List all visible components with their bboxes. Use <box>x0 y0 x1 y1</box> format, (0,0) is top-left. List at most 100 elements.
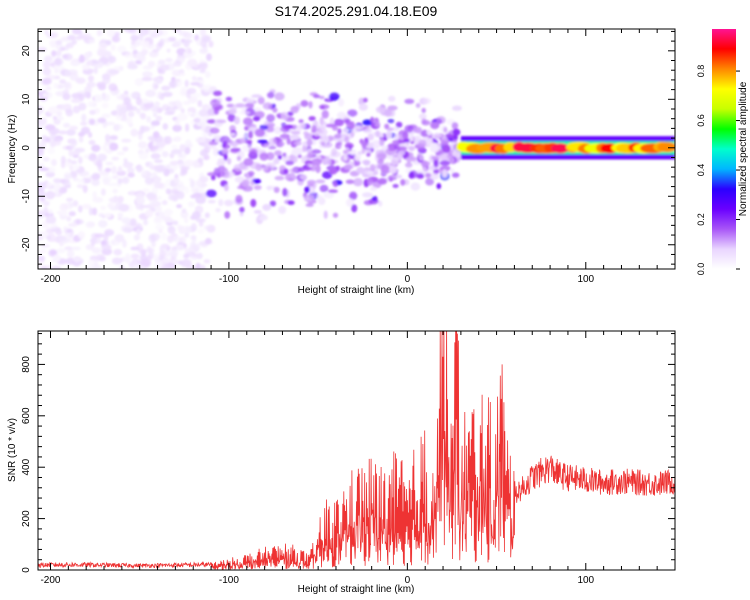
heatmap-blob <box>439 160 451 166</box>
heatmap-blob <box>451 122 459 130</box>
heatmap-blob <box>56 49 62 57</box>
heatmap-blob <box>268 137 277 146</box>
band-peak <box>657 142 675 153</box>
heatmap-blob <box>125 104 134 111</box>
heatmap-blob <box>136 164 143 173</box>
heatmap-blob <box>164 208 173 216</box>
heatmap-blob <box>328 92 340 101</box>
heatmap-blob <box>424 172 432 178</box>
heatmap-blob <box>218 199 224 207</box>
heatmap-blob <box>177 191 185 200</box>
heatmap-blob <box>113 124 120 132</box>
heatmap-blob <box>257 139 268 144</box>
heatmap-blob <box>196 252 203 260</box>
heatmap-blob <box>248 148 258 156</box>
heatmap-blob <box>140 265 146 269</box>
heatmap-blob <box>185 123 190 132</box>
heatmap-blob <box>134 78 144 87</box>
heatmap-blob <box>130 246 140 251</box>
heatmap-blob <box>436 183 442 190</box>
heatmap-blob <box>273 126 282 135</box>
heatmap-blob <box>274 175 285 181</box>
heatmap-blob <box>80 126 91 135</box>
heatmap-blob <box>233 164 244 172</box>
snr-line <box>38 331 675 570</box>
heatmap-blob <box>91 144 101 152</box>
heatmap-blob <box>176 186 187 192</box>
heatmap-blob <box>195 218 206 223</box>
heatmap-blob <box>436 116 446 124</box>
heatmap-blob <box>377 164 386 170</box>
heatmap-blob <box>150 106 157 113</box>
heatmap-blob <box>71 92 83 99</box>
heatmap-blob <box>182 100 191 105</box>
heatmap-blob <box>319 95 325 100</box>
heatmap-blob <box>42 78 52 85</box>
heatmap-blob <box>148 234 156 243</box>
heatmap-blob <box>297 154 302 159</box>
heatmap-blob <box>98 213 105 218</box>
heatmap-blob <box>107 202 115 209</box>
heatmap-blob <box>89 109 96 115</box>
heatmap-blob <box>236 155 241 161</box>
heatmap-blob <box>288 168 297 173</box>
heatmap-blob <box>183 159 195 167</box>
heatmap-blob <box>91 179 100 186</box>
heatmap-blob <box>214 136 220 144</box>
heatmap-blob <box>396 146 408 152</box>
y-tick-label: 0 <box>21 567 32 573</box>
heatmap-blob <box>174 72 186 77</box>
heatmap-blob <box>233 116 240 125</box>
heatmap-blob <box>190 194 199 199</box>
heatmap-blob <box>85 52 92 59</box>
heatmap-blob <box>67 249 75 258</box>
heatmap-blob <box>122 176 130 184</box>
heatmap-blob <box>55 43 64 50</box>
heatmap-blob <box>315 164 321 174</box>
heatmap-blob <box>154 215 162 223</box>
heatmap-blob <box>280 111 289 121</box>
heatmap-blob <box>291 130 301 135</box>
heatmap-blob <box>206 53 212 61</box>
heatmap-blob <box>253 107 262 112</box>
heatmap-blob <box>203 36 210 43</box>
heatmap-blob <box>384 123 390 130</box>
heatmap-blob <box>351 204 358 213</box>
heatmap-blob <box>143 102 155 109</box>
heatmap-blob <box>379 137 385 147</box>
heatmap-blob <box>61 182 72 187</box>
heatmap-blob <box>300 100 309 107</box>
heatmap-blob <box>65 129 76 136</box>
heatmap-blob <box>325 159 332 165</box>
heatmap-blob <box>319 121 327 126</box>
heatmap-blob <box>181 259 192 267</box>
heatmap-blob <box>151 176 162 184</box>
heatmap-blob <box>138 141 148 149</box>
heatmap-blob <box>43 206 49 215</box>
heatmap-blob <box>183 39 190 48</box>
heatmap-blob <box>318 133 327 137</box>
heatmap-blob <box>82 184 88 194</box>
heatmap-blob <box>56 116 64 121</box>
heatmap-blob <box>154 253 159 260</box>
heatmap-blob <box>363 159 371 166</box>
heatmap-blob <box>161 200 168 206</box>
heatmap-blob <box>180 236 186 245</box>
heatmap-blob <box>208 199 216 204</box>
heatmap-blob <box>111 156 120 161</box>
heatmap-blob <box>394 133 400 141</box>
heatmap-blob <box>223 153 228 161</box>
heatmap-blob <box>253 116 261 122</box>
heatmap-blob <box>408 134 414 142</box>
heatmap-blob <box>54 75 61 80</box>
heatmap-blob <box>164 218 175 223</box>
heatmap-blob <box>184 231 190 238</box>
heatmap-blob <box>452 128 461 136</box>
heatmap-blob <box>400 179 406 186</box>
x-tick-label: -200 <box>40 274 60 285</box>
heatmap-blob <box>162 257 171 264</box>
heatmap-blob <box>150 200 156 205</box>
heatmap-blob <box>65 257 76 265</box>
heatmap-blob <box>112 175 119 180</box>
heatmap-blob <box>171 144 178 149</box>
